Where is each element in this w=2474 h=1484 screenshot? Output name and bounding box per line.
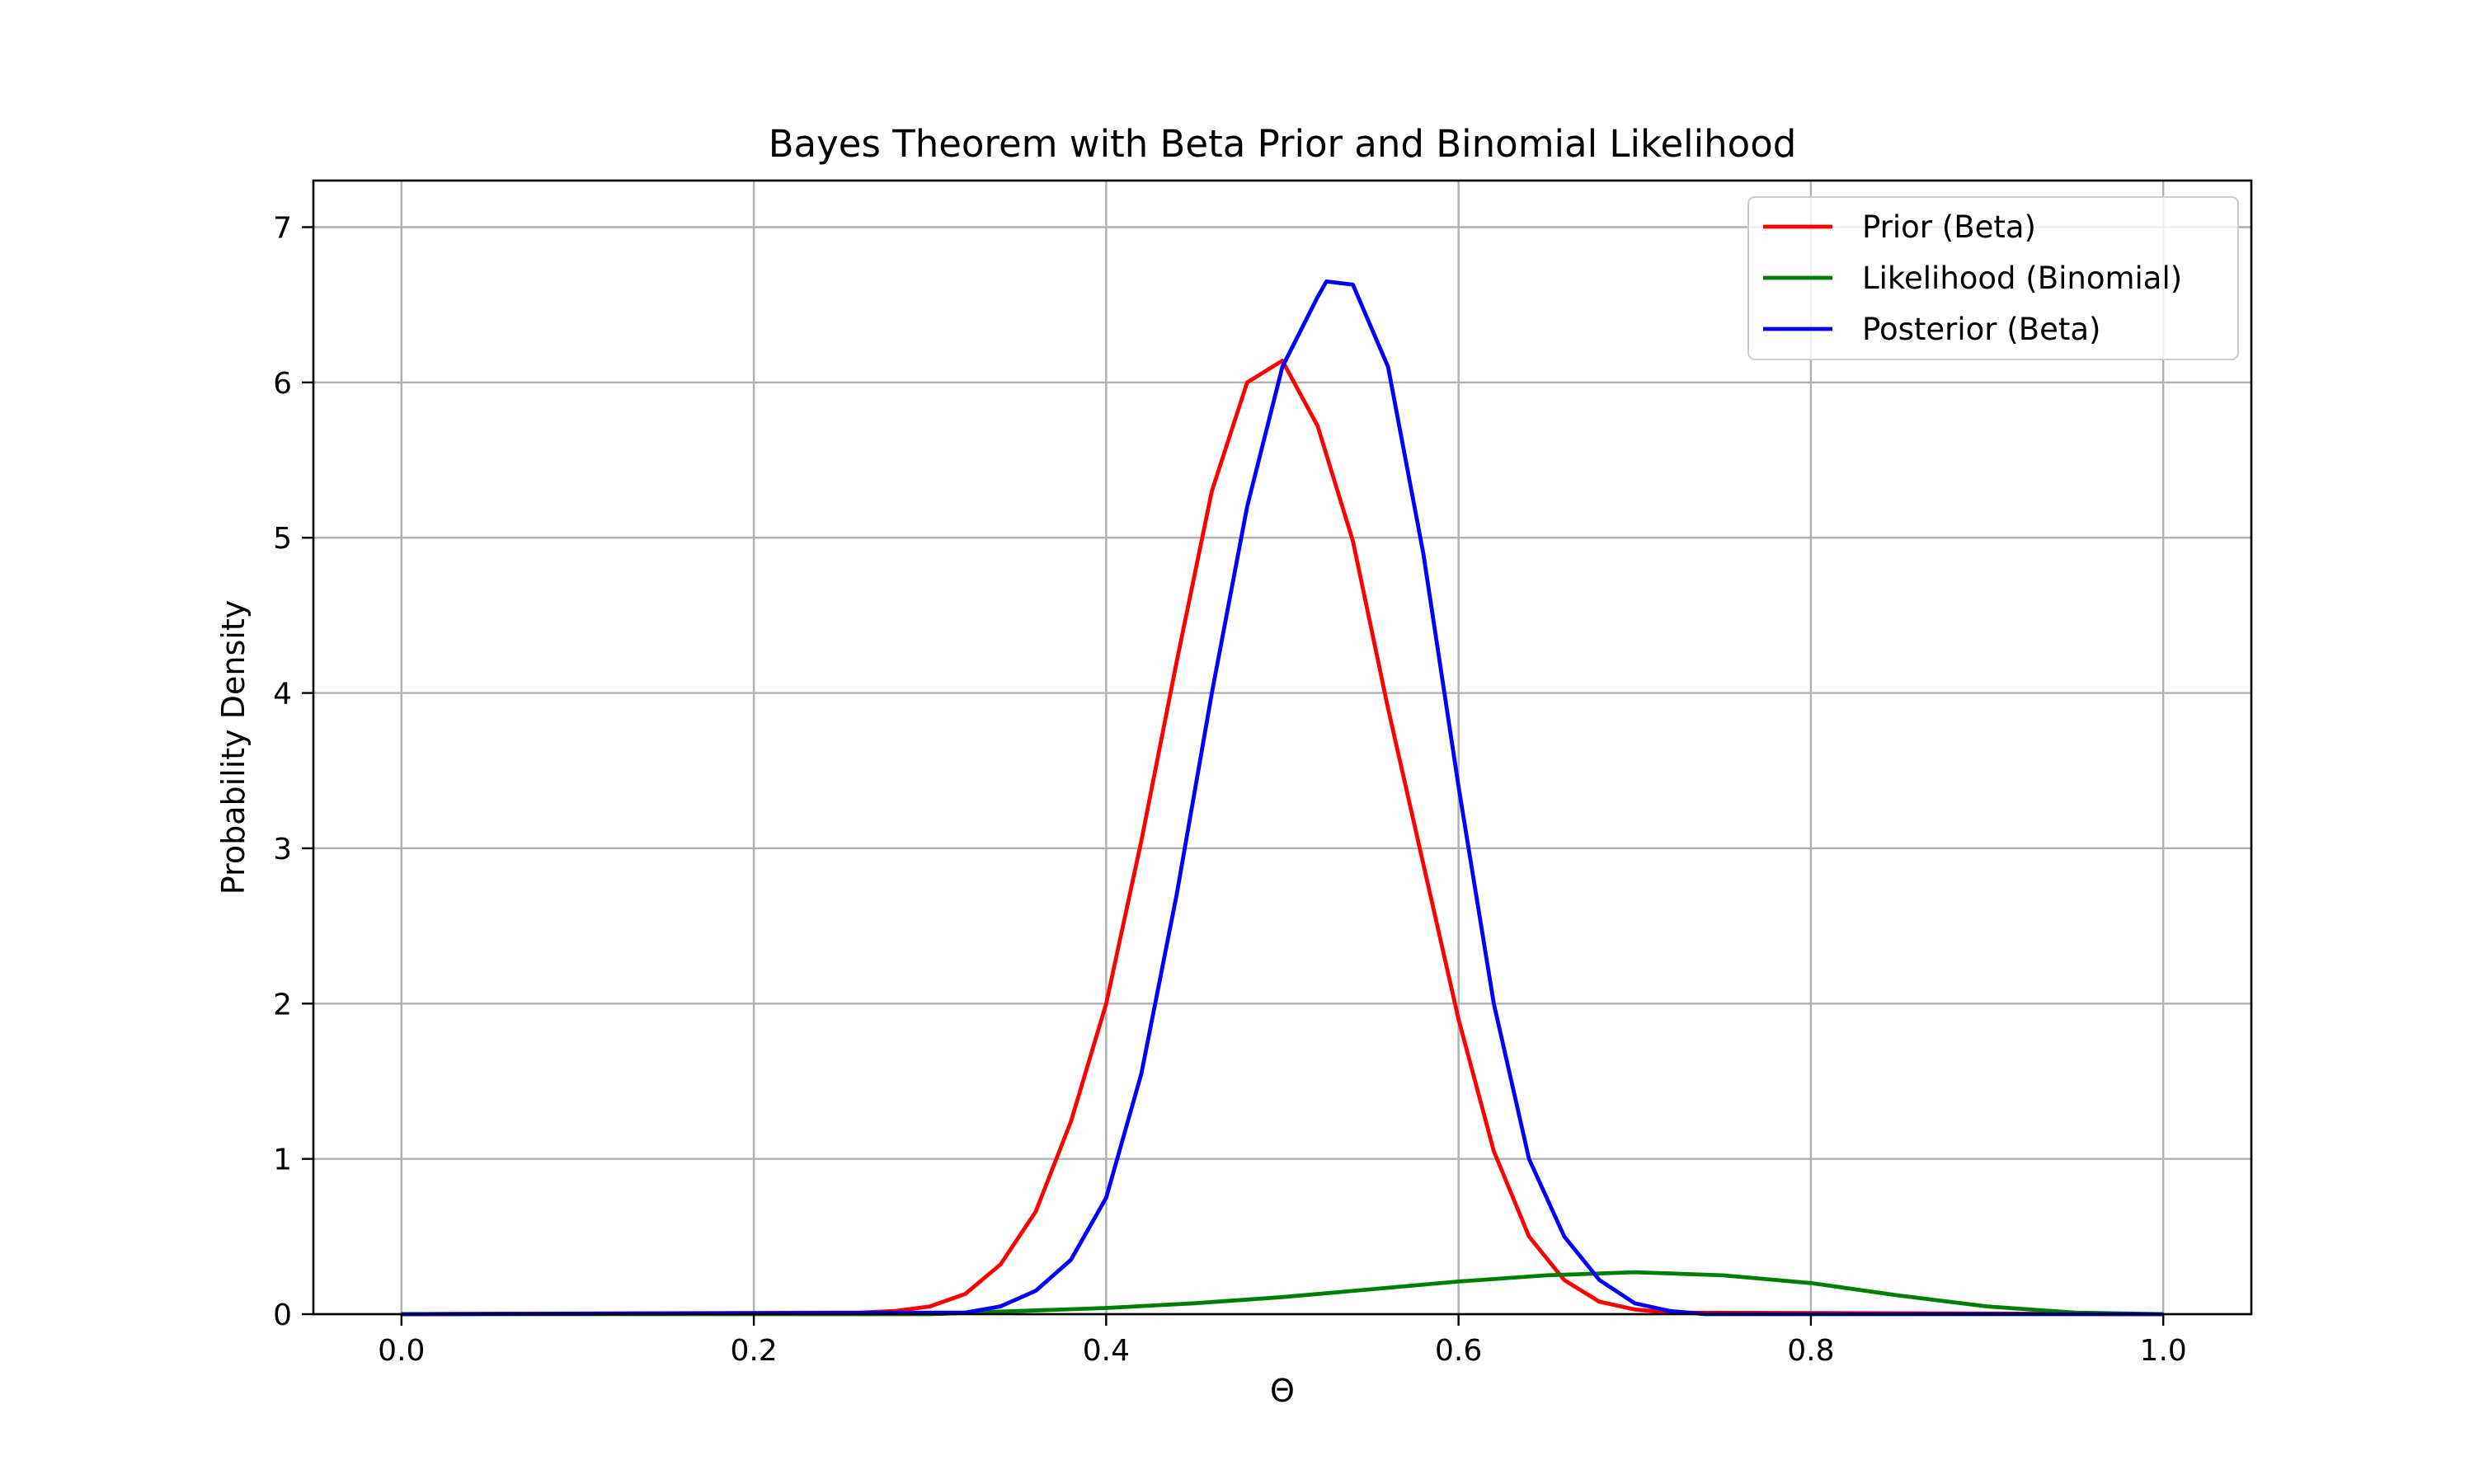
- legend-label-2: Likelihood (Binomial): [1862, 261, 2182, 296]
- y-tick-label: 6: [273, 367, 292, 401]
- x-tick-label: 0.2: [730, 1334, 777, 1368]
- legend-box: [1747, 196, 2239, 360]
- y-axis-label: Probability Density: [215, 600, 252, 895]
- x-tick-label: 0.8: [1787, 1334, 1834, 1368]
- x-tick-label: 0.0: [378, 1334, 425, 1368]
- series-line-1: [401, 359, 2164, 1317]
- axis-ticks: 0.0 0.2 0.4 0.6 0.8 1.0 0 1 2 3 4 5 6 7: [273, 212, 2187, 1368]
- y-tick-label: 7: [273, 212, 292, 246]
- y-tick-label: 4: [273, 678, 292, 711]
- y-tick-label: 3: [273, 833, 292, 866]
- series-lines: [401, 279, 2164, 1317]
- x-tick-label: 0.4: [1083, 1334, 1130, 1368]
- series-line-3: [401, 279, 2164, 1317]
- legend-label-3: Posterior (Beta): [1862, 312, 2100, 347]
- y-tick-label: 0: [273, 1298, 292, 1332]
- legend: Prior (Beta) Likelihood (Binomial) Posteri…: [1747, 196, 2239, 360]
- x-tick-label: 1.0: [2140, 1334, 2187, 1368]
- y-tick-label: 1: [273, 1144, 292, 1177]
- series-line-2: [401, 1270, 2164, 1317]
- legend-label-1: Prior (Beta): [1862, 209, 2036, 245]
- y-tick-label: 2: [273, 988, 292, 1021]
- x-tick-label: 0.6: [1435, 1334, 1482, 1368]
- plot-frame: [312, 179, 2253, 1316]
- x-axis-label: Θ: [1270, 1373, 1295, 1409]
- chart-title: Bayes Theorem with Beta Prior and Binomi…: [769, 122, 1797, 166]
- y-tick-label: 5: [273, 522, 292, 556]
